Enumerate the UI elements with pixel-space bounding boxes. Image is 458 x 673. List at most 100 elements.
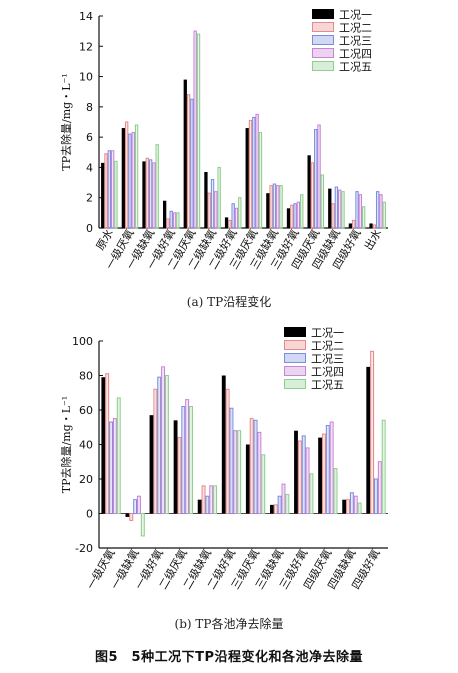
bar-fill [271,186,272,227]
y-tick-label: 8 [86,101,93,114]
legend-label: 工况五 [339,61,372,74]
bar-fill [275,505,277,513]
bar-fill [158,378,160,513]
y-tick-label: 60 [79,404,93,417]
bar [110,150,115,229]
bar-fill [186,400,188,513]
bar-fill [356,192,358,227]
bar [157,376,162,515]
y-tick-label: 12 [79,40,93,53]
bar [109,421,114,515]
figure-caption: 图5 5种工况下TP沿程变化和各池净去除量 [95,650,363,665]
legend-swatch [284,340,306,350]
bar [352,219,356,229]
legend-label: 工况一 [339,9,372,22]
bar-fill [277,186,279,227]
bar-fill [339,191,341,227]
bar [372,224,377,229]
bar [293,203,297,229]
bar-fill [342,192,344,227]
bar-fill [198,35,199,227]
bar [228,219,232,229]
bar-fill [322,176,323,227]
bar [145,157,150,229]
y-axis-label: TP去除量/mg・L⁻¹ [59,396,73,493]
bar [333,468,338,515]
bar-fill [298,203,299,227]
bar-fill [253,118,255,227]
bar [217,166,221,229]
bar-fill [210,486,212,513]
bar-fill [283,485,284,513]
bar [300,194,304,229]
bar [381,419,386,515]
legend-swatch [312,22,334,32]
bar-fill [112,151,113,227]
y-tick-label: 0 [86,222,93,235]
bar-fill [154,390,156,513]
bar [334,186,339,229]
bar [237,430,242,515]
bar-fill [318,126,320,227]
bar [190,98,194,229]
bar [310,162,315,229]
bar-fill [212,180,213,227]
legend-label: 工况四 [339,48,372,61]
legend-swatch [284,366,306,376]
bar [337,189,342,229]
bar-fill [162,367,164,513]
bar-fill [177,213,179,227]
bar [342,499,347,514]
bar-fill [167,219,169,227]
bar-fill [380,195,382,227]
bar-fill [286,495,288,513]
chart-b: -20020406080100TP去除量/mg・L⁻¹一级厌氧一级缺氧一级好氧二… [59,327,388,592]
bar [116,397,121,515]
bar-fill [355,497,357,513]
bar-fill [218,168,220,227]
bar [189,405,193,515]
bar [286,208,291,228]
legend-label: 工况四 [311,366,344,379]
bar [152,162,156,229]
bar-fill [118,398,120,513]
bar-fill [347,500,349,513]
bar-fill [142,514,144,535]
bar [276,185,280,229]
bar [153,388,158,515]
bar [331,203,335,229]
bar-fill [260,133,261,227]
bar [279,185,283,229]
bar [379,194,383,229]
bar-fill [229,221,231,227]
bar [314,129,318,229]
bar [305,447,310,515]
bar-fill [291,206,293,227]
bar-fill [236,209,237,227]
bar [361,206,366,229]
bar [261,454,266,515]
y-tick-label: 80 [79,370,93,383]
bar [121,128,126,228]
y-tick-label: 10 [79,71,93,84]
bar-fill [312,163,313,227]
bar-fill [262,455,264,513]
bar-fill [227,390,229,513]
bar [213,485,218,515]
bar-fill [110,423,112,513]
bar-fill [171,212,172,227]
bar [249,418,254,515]
bar [318,437,323,514]
bar [196,33,201,229]
bar [114,160,118,229]
bar [285,493,290,515]
bar-fill [315,130,317,227]
bar [297,440,302,515]
bar-fill [234,431,236,513]
bar-fill [274,185,275,227]
bar-fill [294,204,296,227]
bar-fill [136,126,137,227]
bar-fill [377,192,379,227]
